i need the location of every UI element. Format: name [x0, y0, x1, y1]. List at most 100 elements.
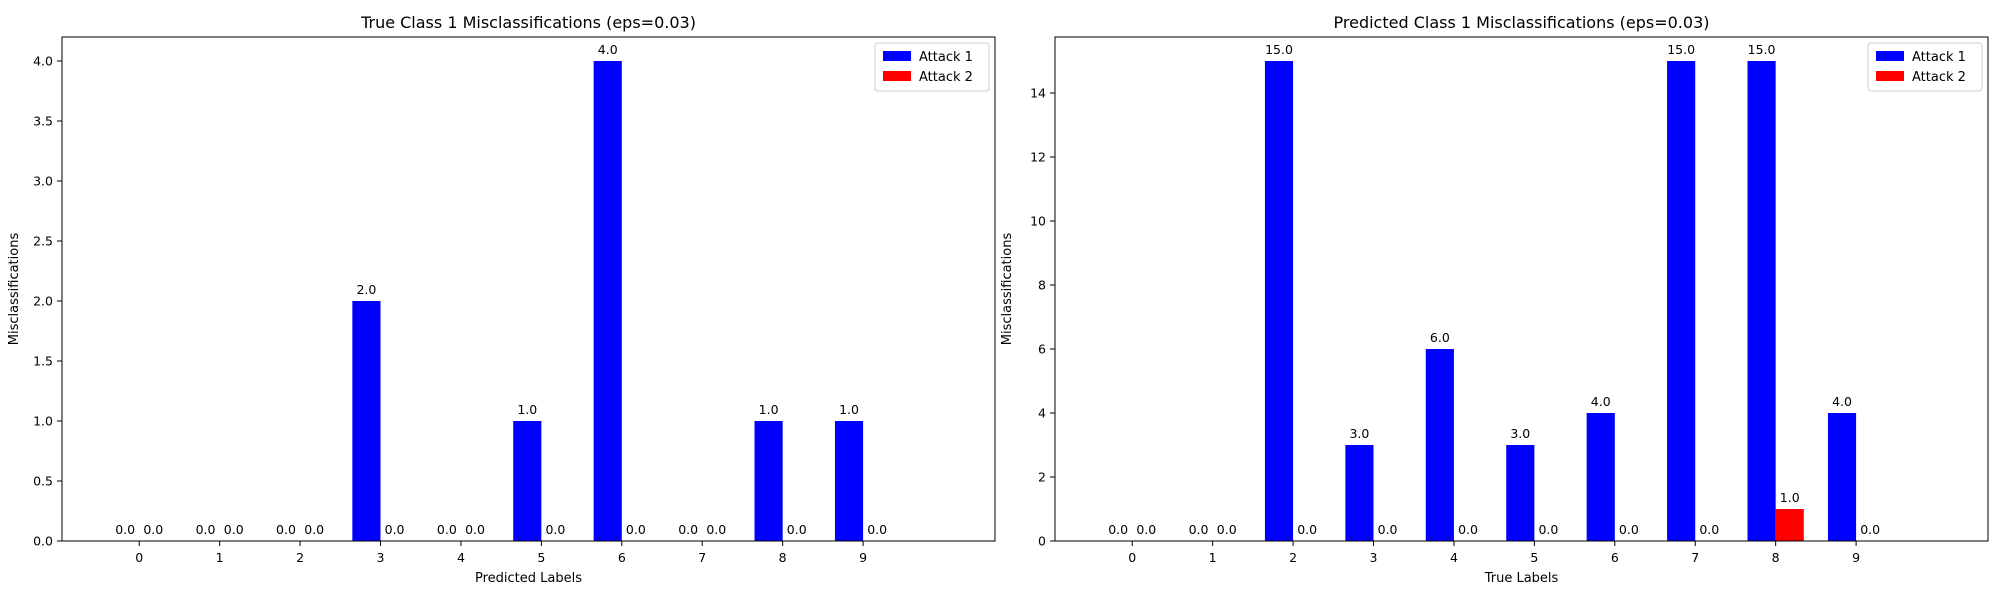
bar-series2-cat-8 [1775, 509, 1804, 541]
bar-series1-cat-6 [1586, 413, 1615, 541]
x-axis-label: True Labels [1484, 571, 1559, 586]
data-label-series2-cat-7: 0.0 [1699, 522, 1719, 537]
data-label-series2-cat-4: 0.0 [465, 522, 485, 537]
y-tick-label-0: 0 [1038, 534, 1046, 549]
bar-series1-cat-9 [834, 421, 864, 541]
y-tick-label-10: 10 [1030, 214, 1046, 229]
data-label-series1-cat-6: 4.0 [1591, 394, 1611, 409]
data-label-series1-cat-9: 4.0 [1832, 394, 1852, 409]
data-label-series1-cat-2: 0.0 [276, 522, 296, 537]
bar-series1-cat-3 [1345, 445, 1374, 541]
y-tick-label-12: 12 [1030, 150, 1046, 165]
axes-frame [1054, 36, 1989, 542]
x-tick-label-9: 9 [1852, 550, 1860, 565]
bar-series1-cat-8 [1747, 61, 1776, 541]
data-label-series2-cat-5: 0.0 [545, 522, 565, 537]
y-tick-label-3.5: 3.5 [33, 114, 53, 129]
data-label-series1-cat-3: 2.0 [356, 282, 376, 297]
x-tick-label-0: 0 [1128, 550, 1136, 565]
legend-label-series2: Attack 2 [919, 70, 973, 85]
bar-series1-cat-6 [593, 61, 622, 541]
y-axis-label: Misclassifications [1000, 233, 1015, 346]
data-label-series1-cat-7: 15.0 [1667, 42, 1695, 57]
data-label-series2-cat-2: 0.0 [304, 522, 324, 537]
bar-series1-cat-7 [1667, 61, 1696, 541]
y-tick-label-8: 8 [1038, 278, 1046, 293]
axes-frame [61, 36, 996, 542]
y-tick-label-4: 4 [1038, 406, 1046, 421]
legend: Attack 1 Attack 2 [874, 42, 990, 92]
x-tick-label-9: 9 [859, 550, 867, 565]
x-axis-label: Predicted Labels [475, 571, 582, 586]
y-tick-label-0.5: 0.5 [33, 474, 53, 489]
data-label-series2-cat-2: 0.0 [1297, 522, 1317, 537]
data-label-series2-cat-4: 0.0 [1458, 522, 1478, 537]
bar-series1-cat-3 [352, 301, 381, 541]
data-label-series2-cat-9: 0.0 [1860, 522, 1880, 537]
bar-series1-cat-9 [1827, 413, 1857, 541]
data-label-series1-cat-1: 0.0 [1189, 522, 1209, 537]
x-tick-label-7: 7 [698, 550, 706, 565]
data-label-series2-cat-1: 0.0 [224, 522, 244, 537]
data-label-series1-cat-4: 0.0 [437, 522, 457, 537]
x-tick-label-1: 1 [1209, 550, 1217, 565]
x-tick-label-7: 7 [1691, 550, 1699, 565]
x-tick-label-1: 1 [216, 550, 224, 565]
chart-panel-2: 0.0 0.015.03.06.03.04.015.0 15.04.00.0 0.0 0… [1000, 13, 1989, 586]
x-tick-label-3: 3 [377, 550, 385, 565]
y-tick-label-2: 2 [1038, 470, 1046, 485]
data-label-series2-cat-5: 0.0 [1538, 522, 1558, 537]
data-label-series1-cat-1: 0.0 [196, 522, 216, 537]
x-tick-label-4: 4 [1450, 550, 1458, 565]
y-tick-label-1.5: 1.5 [33, 354, 53, 369]
x-tick-label-6: 6 [1611, 550, 1619, 565]
data-label-series2-cat-8: 1.0 [1780, 490, 1800, 505]
data-label-series1-cat-7: 0.0 [678, 522, 698, 537]
y-tick-label-0.0: 0.0 [33, 534, 53, 549]
data-label-series1-cat-2: 15.0 [1265, 42, 1293, 57]
data-label-series2-cat-3: 0.0 [1378, 522, 1398, 537]
legend-label-series1: Attack 1 [1912, 50, 1966, 65]
legend-swatch-series1 [883, 51, 911, 61]
legend-swatch-series2 [883, 71, 911, 81]
data-label-series1-cat-3: 3.0 [1349, 426, 1369, 441]
x-tick-label-3: 3 [1370, 550, 1378, 565]
legend-label-series1: Attack 1 [919, 50, 973, 65]
bar-series1-cat-8 [754, 421, 783, 541]
bar-series1-cat-4 [1425, 349, 1454, 541]
data-label-series2-cat-7: 0.0 [706, 522, 726, 537]
y-tick-label-3.0: 3.0 [33, 174, 53, 189]
y-tick-label-2.5: 2.5 [33, 234, 53, 249]
data-label-series1-cat-8: 15.0 [1748, 42, 1776, 57]
data-label-series1-cat-8: 1.0 [759, 402, 779, 417]
data-label-series1-cat-5: 3.0 [1510, 426, 1530, 441]
data-label-series1-cat-9: 1.0 [839, 402, 859, 417]
x-tick-label-5: 5 [1530, 550, 1538, 565]
bar-series1-cat-2 [1264, 61, 1294, 541]
legend-swatch-series2 [1876, 71, 1904, 81]
data-label-series2-cat-9: 0.0 [867, 522, 887, 537]
chart-panel-1: 0.0 0.0 0.02.00.01.04.00.01.0 1.00.0 0.0 0.0 0… [7, 13, 996, 586]
y-tick-label-6: 6 [1038, 342, 1046, 357]
data-label-series2-cat-6: 0.0 [626, 522, 646, 537]
data-label-series2-cat-3: 0.0 [385, 522, 405, 537]
legend: Attack 1 Attack 2 [1867, 42, 1983, 92]
x-tick-label-8: 8 [1772, 550, 1780, 565]
data-label-series1-cat-5: 1.0 [517, 402, 537, 417]
legend-label-series2: Attack 2 [1912, 70, 1966, 85]
data-label-series1-cat-0: 0.0 [115, 522, 135, 537]
data-label-series2-cat-1: 0.0 [1217, 522, 1237, 537]
bar-series1-cat-5 [1506, 445, 1535, 541]
chart-title: True Class 1 Misclassifications (eps=0.0… [360, 13, 696, 32]
data-label-series2-cat-0: 0.0 [1136, 522, 1156, 537]
x-tick-label-5: 5 [537, 550, 545, 565]
data-label-series2-cat-8: 0.0 [787, 522, 807, 537]
x-tick-label-0: 0 [135, 550, 143, 565]
y-tick-label-1.0: 1.0 [33, 414, 53, 429]
y-axis-label: Misclassifications [7, 233, 22, 346]
data-label-series1-cat-0: 0.0 [1108, 522, 1128, 537]
y-tick-label-14: 14 [1030, 86, 1046, 101]
x-tick-label-2: 2 [296, 550, 304, 565]
bar-series1-cat-5 [513, 421, 542, 541]
